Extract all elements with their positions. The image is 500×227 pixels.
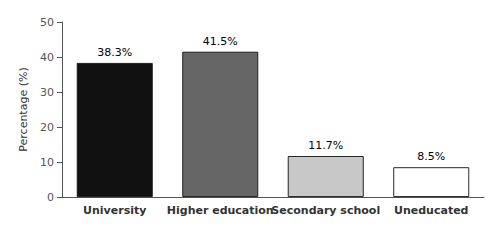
- svg-text:40: 40: [40, 51, 54, 64]
- svg-text:8.5%: 8.5%: [417, 150, 445, 163]
- svg-text:10: 10: [40, 156, 54, 169]
- svg-text:Secondary school: Secondary school: [271, 204, 380, 217]
- svg-text:University: University: [83, 204, 146, 217]
- svg-text:11.7%: 11.7%: [308, 139, 343, 152]
- svg-text:38.3%: 38.3%: [97, 46, 132, 59]
- svg-text:0: 0: [47, 191, 54, 204]
- svg-text:30: 30: [40, 86, 54, 99]
- svg-text:41.5%: 41.5%: [203, 35, 238, 48]
- svg-text:50: 50: [40, 16, 54, 29]
- svg-text:20: 20: [40, 121, 54, 134]
- svg-text:Percentage (%): Percentage (%): [17, 67, 30, 151]
- svg-text:Uneducated: Uneducated: [394, 204, 468, 217]
- svg-text:Higher education: Higher education: [167, 204, 274, 217]
